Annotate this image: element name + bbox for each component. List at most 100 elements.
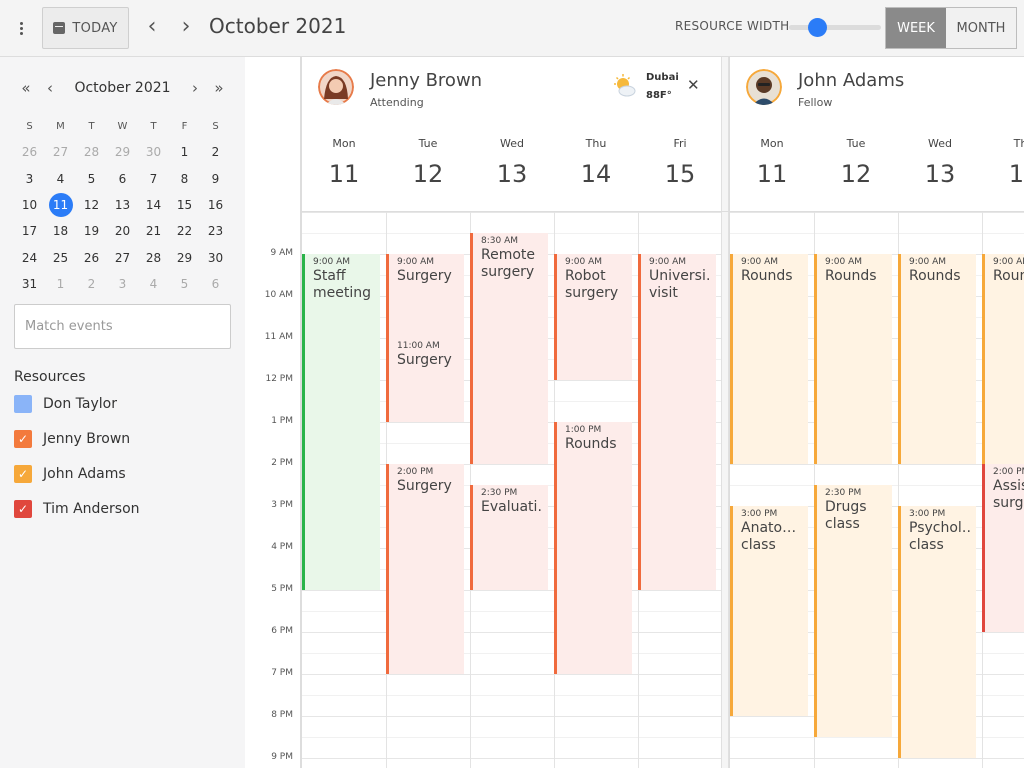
mini-calendar-day[interactable]: 1 [45, 277, 76, 291]
mini-calendar-day[interactable]: 26 [76, 251, 107, 265]
mini-calendar-day[interactable]: 10 [14, 198, 45, 212]
mini-calendar-day[interactable]: 26 [14, 145, 45, 159]
resource-item[interactable]: Don Taylor [14, 395, 117, 413]
mini-calendar-day[interactable]: 18 [45, 224, 76, 238]
day-header: Tue 12 [814, 137, 898, 188]
calendar-event[interactable]: 2:00 PM Surgery [386, 464, 464, 674]
mini-calendar-day[interactable]: 6 [107, 172, 138, 186]
calendar-event[interactable]: 9:00 AM Rounds [730, 254, 808, 464]
calendar-event[interactable]: 9:00 AM Rounds [898, 254, 976, 464]
mini-calendar-day[interactable]: 16 [200, 198, 231, 212]
mini-calendar-day[interactable]: 7 [138, 172, 169, 186]
mini-calendar-day[interactable]: 14 [138, 198, 169, 212]
mini-calendar-day[interactable]: 2 [76, 277, 107, 291]
mini-calendar-day[interactable]: 23 [200, 224, 231, 238]
month-view-button[interactable]: MONTH [946, 8, 1016, 48]
mini-calendar-day[interactable]: 25 [45, 251, 76, 265]
calendar-event[interactable]: 9:00 AM Rounds [814, 254, 892, 464]
hour-gridline [301, 590, 1024, 591]
week-row: 17 18 19 20 21 22 23 [14, 218, 231, 244]
mini-calendar-day[interactable]: 30 [200, 251, 231, 265]
mini-calendar-day[interactable]: 27 [107, 251, 138, 265]
slider-thumb[interactable] [808, 18, 827, 37]
calendar-event[interactable]: 9:00 AM Staff meeting [302, 254, 380, 590]
top-toolbar: TODAY ‹ › October 2021 RESOURCE WIDTH WE… [0, 0, 1024, 57]
day-number: 5 [87, 171, 96, 186]
mini-calendar-day[interactable]: 31 [14, 277, 45, 291]
calendar-event[interactable]: 2:00 PMAssis surge [982, 464, 1024, 632]
calendar-event[interactable]: 11:00 AM Surgery [386, 338, 464, 422]
day-number: 2 [87, 276, 96, 291]
mini-calendar-day[interactable]: 17 [14, 224, 45, 238]
chevron-left-icon[interactable]: ‹ [147, 14, 157, 39]
resource-item[interactable]: ✓ Jenny Brown [14, 430, 130, 448]
calendar-event[interactable]: 1:00 PM Rounds [554, 422, 632, 674]
day-number: 26 [83, 250, 100, 265]
resource-item[interactable]: ✓ Tim Anderson [14, 500, 140, 518]
resources-heading: Resources [14, 369, 86, 385]
close-icon[interactable]: ✕ [687, 76, 700, 94]
day-number: 4 [56, 171, 65, 186]
mini-calendar-day[interactable]: 24 [14, 251, 45, 265]
mini-calendar-day[interactable]: 5 [169, 277, 200, 291]
resource-name: Jenny Brown [43, 431, 131, 447]
day-header: Mon 11 [302, 137, 386, 188]
time-label: 11 AM [264, 332, 293, 342]
mini-calendar-day[interactable]: 2 [200, 145, 231, 159]
resource-width-slider[interactable] [789, 18, 881, 38]
resource-checkbox[interactable] [14, 395, 32, 413]
day-number: 11 [756, 160, 788, 188]
resource-name: John Adams [798, 70, 905, 91]
mini-calendar-day[interactable]: 15 [169, 198, 200, 212]
mini-calendar-day[interactable]: 6 [200, 277, 231, 291]
mini-calendar-day[interactable]: 27 [45, 145, 76, 159]
mini-calendar-day[interactable]: 4 [45, 172, 76, 186]
mini-calendar-day[interactable]: 20 [107, 224, 138, 238]
today-button[interactable]: TODAY [42, 7, 129, 49]
mini-calendar-day[interactable]: 19 [76, 224, 107, 238]
calendar-event[interactable]: 9:00 AM Robot surgery [554, 254, 632, 380]
match-events-input[interactable] [14, 304, 231, 349]
mini-calendar-day[interactable]: 30 [138, 145, 169, 159]
mini-calendar-day[interactable]: 28 [76, 145, 107, 159]
day-number: 28 [145, 250, 162, 265]
mini-calendar-day[interactable]: 29 [107, 145, 138, 159]
mini-calendar-day[interactable]: 3 [14, 172, 45, 186]
mini-calendar-day[interactable]: 9 [200, 172, 231, 186]
mini-calendar-day-selected[interactable]: 11 [45, 193, 76, 218]
resource-checkbox[interactable]: ✓ [14, 430, 32, 448]
chevron-left-icon[interactable]: ‹ [47, 79, 53, 97]
mini-calendar-day[interactable]: 3 [107, 277, 138, 291]
mini-calendar-day[interactable]: 1 [169, 145, 200, 159]
week-view-button[interactable]: WEEK [886, 8, 946, 48]
mini-calendar-day[interactable]: 8 [169, 172, 200, 186]
mini-calendar-day[interactable]: 5 [76, 172, 107, 186]
calendar-event[interactable]: 2:30 PM Drugs class [814, 485, 892, 737]
kebab-menu-icon[interactable] [10, 18, 32, 38]
mini-calendar-day[interactable]: 29 [169, 251, 200, 265]
double-chevron-left-icon[interactable]: « [21, 79, 31, 97]
mini-calendar-day[interactable]: 22 [169, 224, 200, 238]
day-number: 9 [211, 171, 220, 186]
chevron-right-icon[interactable]: › [181, 14, 191, 39]
event-time: 3:00 PM [741, 509, 778, 519]
event-title: Anato… class [741, 520, 797, 553]
calendar-event[interactable]: 9:00 AM Surgery [386, 254, 464, 338]
calendar-event[interactable]: 8:30 AM Remote surgery [470, 233, 548, 464]
resource-item[interactable]: ✓ John Adams [14, 465, 126, 483]
calendar-event[interactable]: 3:00 PM Anato… class [730, 506, 808, 716]
mini-calendar-day[interactable]: 12 [76, 198, 107, 212]
mini-calendar-day[interactable]: 4 [138, 277, 169, 291]
resource-checkbox[interactable]: ✓ [14, 465, 32, 483]
double-chevron-right-icon[interactable]: » [214, 79, 224, 97]
chevron-right-icon[interactable]: › [192, 79, 198, 97]
mini-calendar-day[interactable]: 13 [107, 198, 138, 212]
calendar-event[interactable]: 3:00 PM Psychol… class [898, 506, 976, 758]
mini-calendar-day[interactable]: 21 [138, 224, 169, 238]
day-number: 12 [412, 160, 444, 188]
resource-checkbox[interactable]: ✓ [14, 500, 32, 518]
mini-calendar-day[interactable]: 28 [138, 251, 169, 265]
